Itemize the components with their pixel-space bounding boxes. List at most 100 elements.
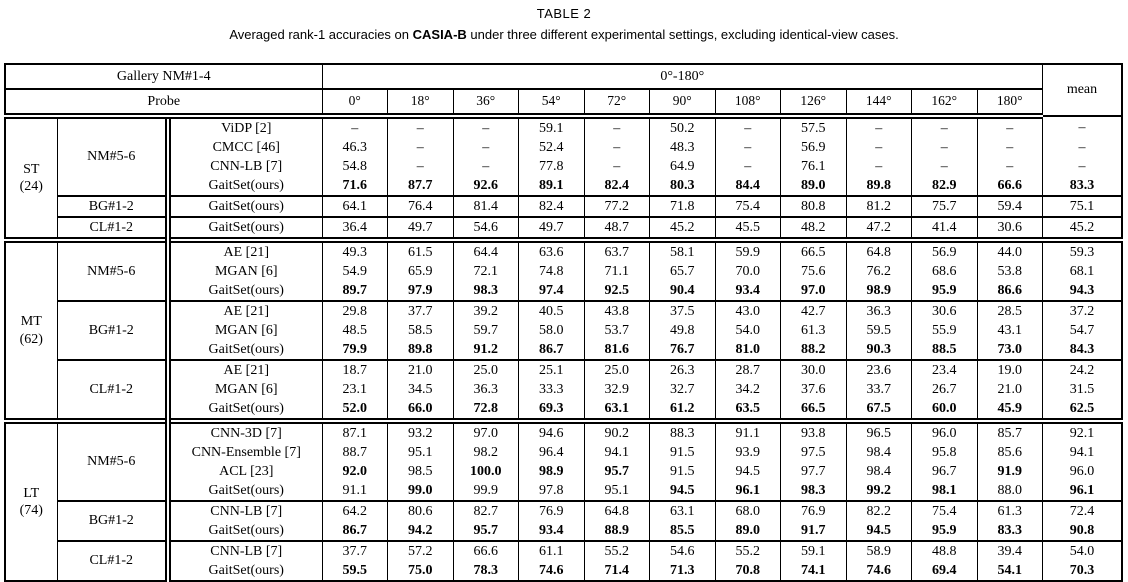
caption-prefix: Averaged rank-1 accuracies on [229,27,413,42]
method-cell: CNN-LB [7] [165,540,322,561]
value-cell: 33.7 [845,380,912,399]
value-cell: 25.1 [518,359,584,380]
value-cell: 96.0 [911,418,977,443]
setting-cell: LT (74) [5,418,58,581]
value-cell: 92.6 [452,176,519,196]
value-cell: 64.8 [583,500,650,521]
value-cell: 21.0 [387,359,453,380]
value-cell: 69.4 [911,561,977,581]
angle-header-cell: 0° [321,89,388,119]
value-cell: – [976,157,1043,176]
value-cell: – [845,157,912,176]
value-cell: 81.6 [583,340,650,360]
mean-value-cell: 37.2 [1042,300,1122,321]
value-cell: 94.5 [649,481,715,501]
value-cell: 70.8 [714,561,781,581]
value-cell: 45.5 [714,216,781,240]
angle-header-cell: 108° [714,89,781,119]
value-cell: 26.7 [911,380,977,399]
probe-cell: BG#1-2 [57,195,168,217]
table-row: CNN-LB [7] 54.8– –77.8–64.9–76.1– – – – [5,157,1122,176]
table-body: ST (24) NM#5-6 ViDP [2] – – –59.1–50.2–57.5– – –… [5,116,1122,581]
value-cell: 98.1 [911,481,977,501]
value-cell: 80.6 [387,500,453,521]
value-cell: 88.0 [976,481,1043,501]
angle-header-cell: 18° [387,89,453,119]
value-cell: 53.8 [976,262,1043,281]
value-cell: 89.0 [714,521,781,541]
value-cell: 89.8 [387,340,453,360]
table-row: GaitSet(ours) 79.9 89.8 91.2 86.7 81.6 76.7 81.… [5,340,1122,360]
table-caption: Averaged rank-1 accuracies on CASIA-B un… [0,27,1128,42]
value-cell: 37.7 [321,540,388,561]
value-cell: 54.6 [452,216,519,240]
table-row: ACL [23] 92.0 98.5 100.0 98.9 95.7 91.5 94.5 97.… [5,462,1122,481]
value-cell: 85.5 [649,521,715,541]
value-cell: 82.9 [911,176,977,196]
value-cell: 82.2 [845,500,912,521]
value-cell: 58.1 [649,237,715,262]
value-cell: 56.9 [780,138,846,157]
value-cell: 97.5 [780,443,846,462]
value-cell: 48.8 [911,540,977,561]
value-cell: 68.6 [911,262,977,281]
table-row: GaitSet(ours) 89.7 97.9 98.3 97.4 92.5 90.4 93.… [5,281,1122,301]
value-cell: 86.7 [321,521,388,541]
value-cell: 98.2 [452,443,519,462]
value-cell: 56.9 [911,237,977,262]
value-cell: 90.2 [583,418,650,443]
table-caption-block: TABLE 2 Averaged rank-1 accuracies on CA… [0,6,1128,42]
value-cell: 63.6 [518,237,584,262]
value-cell: 74.6 [845,561,912,581]
mean-header-cell: mean [1042,64,1122,117]
value-cell: 58.9 [845,540,912,561]
angle-header-cell: 180° [976,89,1043,119]
value-cell: – [452,138,519,157]
value-cell: 93.8 [780,418,846,443]
value-cell: 91.9 [976,462,1043,481]
value-cell: 65.9 [387,262,453,281]
table-row: MGAN [6] 23.1 34.5 36.3 33.3 32.9 32.7 34.2 37.6… [5,380,1122,399]
value-cell: 99.0 [387,481,453,501]
value-cell: 53.7 [583,321,650,340]
value-cell: 58.5 [387,321,453,340]
value-cell: 98.9 [518,462,584,481]
mean-value-cell: 96.1 [1042,481,1122,501]
value-cell: 76.2 [845,262,912,281]
value-cell: 95.1 [387,443,453,462]
value-cell: 49.7 [387,216,453,240]
value-cell: 21.0 [976,380,1043,399]
value-cell: 75.7 [911,195,977,217]
value-cell: 95.7 [452,521,519,541]
value-cell: 63.5 [714,399,781,421]
value-cell: 37.7 [387,300,453,321]
value-cell: 92.5 [583,281,650,301]
value-cell: 43.1 [976,321,1043,340]
value-cell: 91.1 [714,418,781,443]
value-cell: 74.6 [518,561,584,581]
value-cell: 39.2 [452,300,519,321]
value-cell: 48.3 [649,138,715,157]
header-row-gallery: Gallery NM#1-4 0°-180° mean [5,64,1122,117]
table-row: GaitSet(ours) 52.0 66.0 72.8 69.3 63.1 61.2 63.… [5,399,1122,421]
method-cell: MGAN [6] [165,262,322,281]
value-cell: 61.3 [780,321,846,340]
method-cell: GaitSet(ours) [165,521,322,541]
value-cell: – [583,116,650,138]
gallery-header-cell: Gallery NM#1-4 [5,64,322,90]
value-cell: 66.5 [780,399,846,421]
value-cell: 47.2 [845,216,912,240]
table-row: CL#1-2 AE [21] 18.7 21.0 25.0 25.1 25.0 26.3 28.… [5,359,1122,421]
value-cell: 54.1 [976,561,1043,581]
value-cell: 76.7 [649,340,715,360]
method-cell: GaitSet(ours) [165,340,322,360]
table-number-title: TABLE 2 [536,6,592,21]
value-cell: 44.0 [976,237,1043,262]
setting-cell: MT (62) [5,237,58,421]
value-cell: 76.9 [780,500,846,521]
value-cell: 42.7 [780,300,846,321]
table-row: BG#1-2 GaitSet(ours) 64.1 76.4 81.4 82.4 77.2 7… [5,195,1122,217]
probe-cell: CL#1-2 [57,540,168,581]
value-cell: 97.4 [518,281,584,301]
value-cell: 66.5 [780,237,846,262]
